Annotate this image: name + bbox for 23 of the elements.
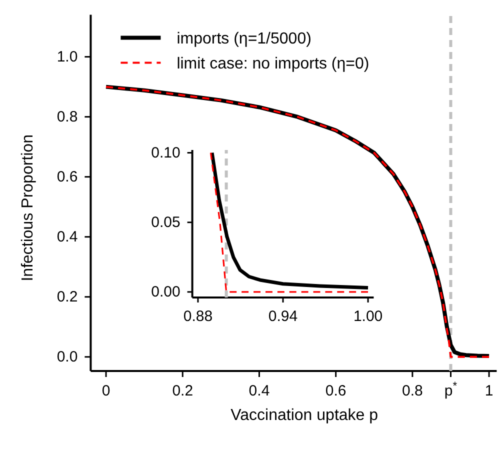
y-tick-label: 0.00 [151, 284, 180, 301]
x-tick-label: 1.00 [353, 308, 383, 326]
legend-label: limit case: no imports (η=0) [176, 55, 370, 72]
x-axis-title: Vaccination uptake p [230, 407, 378, 424]
y-tick-label: 0.8 [56, 108, 78, 126]
x-tick-label: 0.88 [183, 308, 213, 326]
y-tick-label: 0.10 [151, 144, 180, 162]
x-tick-label: 0.6 [325, 382, 346, 400]
x-tick-label: 0.94 [268, 308, 298, 326]
y-tick-label: 0.6 [56, 168, 78, 186]
y-tick-label: 1.0 [56, 48, 78, 66]
x-tick-label: 0.8 [402, 382, 423, 400]
legend-label: imports (η=1/5000) [176, 30, 312, 48]
y-tick-label: 0.05 [151, 214, 180, 232]
x-tick-label: 0 [102, 382, 110, 400]
x-tick-label: 1 [484, 382, 494, 400]
x-tick-label: p$^{*}$ [444, 380, 458, 400]
x-tick-label: 0.4 [248, 382, 270, 400]
x-tick-label: 0.2 [172, 382, 194, 400]
y-tick-label: 0.2 [56, 288, 78, 306]
y-axis-title: Infectious Proportion [20, 134, 37, 282]
y-tick-label: 0.4 [56, 228, 78, 246]
y-tick-label: 0.0 [56, 348, 78, 366]
